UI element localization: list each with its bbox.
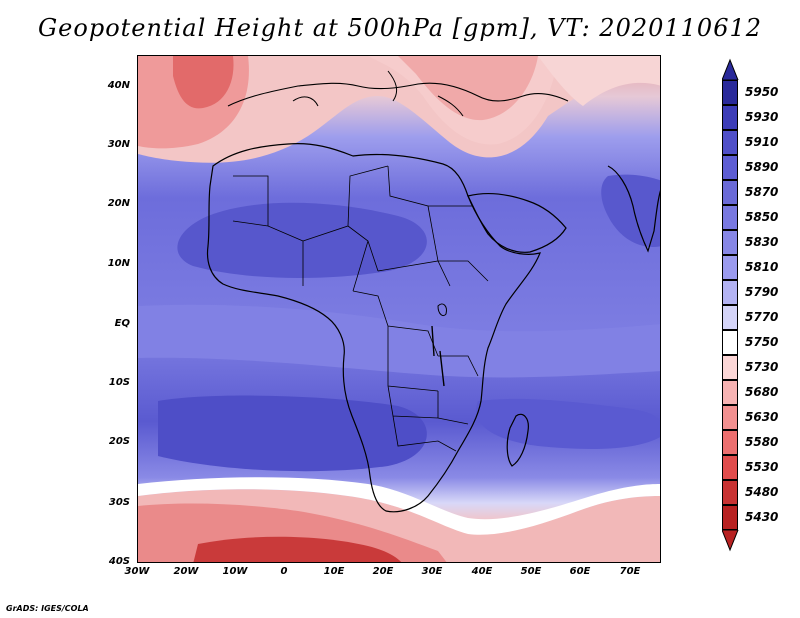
- south-indian-high: [476, 398, 660, 449]
- rift-lakes: [431, 325, 445, 387]
- colorbar-label: 5730: [745, 360, 779, 374]
- geopotential-map: [138, 56, 660, 562]
- arabian-sea-high: [601, 174, 660, 247]
- lon-label-10E: 10E: [323, 566, 345, 577]
- colorbar-swatch: [722, 455, 738, 480]
- colorbar-swatch: [722, 155, 738, 180]
- colorbar-label: 5680: [745, 385, 779, 399]
- colorbar-label: 5580: [745, 435, 779, 449]
- colorbar-swatch: [722, 305, 738, 330]
- colorbar-label: 5790: [745, 285, 779, 299]
- colorbar-swatch: [722, 80, 738, 105]
- 5770-contour-band: [138, 477, 660, 535]
- lat-label-EQ: EQ: [114, 318, 130, 329]
- colorbar-label: 5890: [745, 160, 779, 174]
- colorbar-label: 5950: [745, 85, 779, 99]
- colorbar-swatch: [722, 230, 738, 255]
- colorbar-swatch: [722, 405, 738, 430]
- colorbar-swatch: [722, 205, 738, 230]
- atlantic-trough-core: [173, 56, 234, 109]
- lat-label-30N: 30N: [107, 139, 130, 150]
- lake-victoria: [437, 303, 447, 317]
- colorbar-label: 5630: [745, 410, 779, 424]
- lon-label-70E: 70E: [619, 566, 641, 577]
- lon-label-30E: 30E: [421, 566, 443, 577]
- arabia-coastline: [467, 192, 567, 253]
- colorbar-label: 5530: [745, 460, 779, 474]
- lat-label-30S: 30S: [108, 497, 130, 508]
- lon-label-50E: 50E: [520, 566, 542, 577]
- colorbar-swatch: [722, 180, 738, 205]
- lat-label-20N: 20N: [107, 198, 130, 209]
- lat-label-20S: 20S: [108, 436, 130, 447]
- colorbar-swatch: [722, 430, 738, 455]
- colorbar-swatch: [722, 105, 738, 130]
- india-coastline: [607, 165, 660, 253]
- lon-label-40E: 40E: [471, 566, 493, 577]
- lon-label-20W: 20W: [173, 566, 199, 577]
- lat-label-40N: 40N: [107, 80, 130, 91]
- colorbar-label: 5930: [745, 110, 779, 124]
- mediterranean-trough-core: [398, 56, 538, 121]
- chart-title: Geopotential Height at 500hPa [gpm], VT:…: [38, 14, 762, 42]
- lon-label-30W: 30W: [124, 566, 150, 577]
- colorbar-swatch: [722, 255, 738, 280]
- colorbar-swatch: [722, 480, 738, 505]
- colorbar-label: 5810: [745, 260, 779, 274]
- colorbar-swatch: [722, 130, 738, 155]
- equatorial-band: [138, 304, 660, 378]
- colorbar-label: 5910: [745, 135, 779, 149]
- europe-coastline: [227, 82, 569, 107]
- colorbar-label: 5870: [745, 185, 779, 199]
- colorbar-label: 5770: [745, 310, 779, 324]
- lat-label-10S: 10S: [108, 377, 130, 388]
- colorbar-swatch: [722, 280, 738, 305]
- colorbar-label: 5850: [745, 210, 779, 224]
- map-panel: [137, 55, 661, 563]
- colorbar-top-arrow: [722, 58, 739, 80]
- mediterranean-islands: [292, 70, 464, 117]
- colorbar-label: 5750: [745, 335, 779, 349]
- lat-label-40S: 40S: [108, 556, 130, 567]
- colorbar-label: 5830: [745, 235, 779, 249]
- colorbar-swatch: [722, 355, 738, 380]
- colorbar-swatch: [722, 380, 738, 405]
- south-atlantic-high: [158, 395, 427, 472]
- lon-label-10W: 10W: [222, 566, 248, 577]
- country-borders: [232, 165, 489, 452]
- africa-coastline: [206, 143, 541, 513]
- colorbar-swatch: [722, 330, 738, 355]
- lon-label-20E: 20E: [372, 566, 394, 577]
- north-east-low: [538, 56, 660, 106]
- colorbar-label: 5480: [745, 485, 779, 499]
- colorbar-bottom-arrow: [722, 530, 739, 552]
- southern-low-core: [193, 536, 402, 562]
- colorbar-label: 5430: [745, 510, 779, 524]
- grads-credit: GrADS: IGES/COLA: [6, 604, 89, 613]
- lon-label-60E: 60E: [569, 566, 591, 577]
- madagascar-coastline: [506, 413, 529, 467]
- lon-label-0: 0: [280, 566, 288, 577]
- colorbar-swatch: [722, 505, 738, 530]
- lat-label-10N: 10N: [107, 258, 130, 269]
